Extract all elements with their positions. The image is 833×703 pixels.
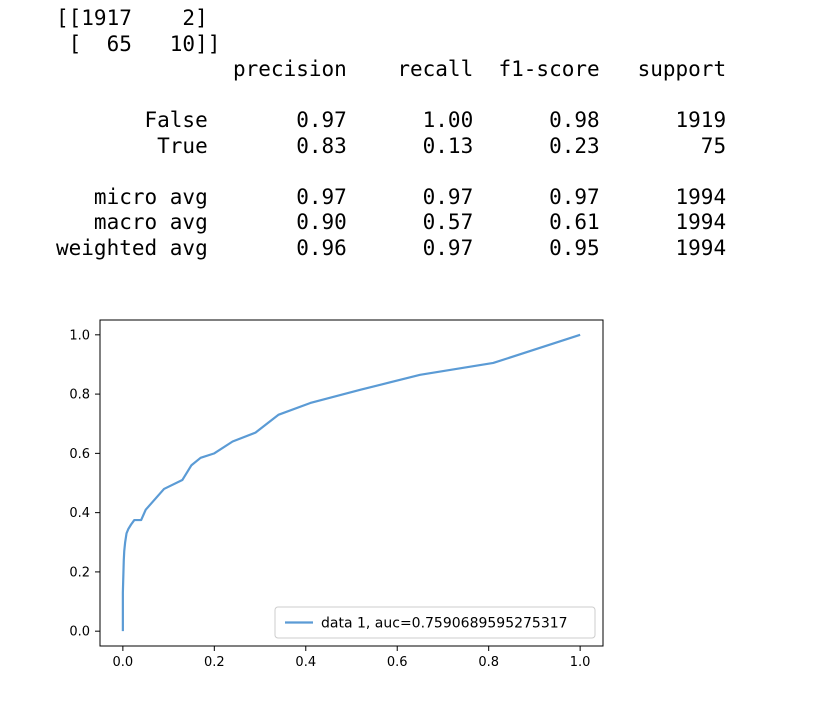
y-tick-label: 0.8: [69, 388, 90, 403]
plot-frame: [99, 319, 604, 647]
report-row-false: False 0.97 1.00 0.98 1919: [56, 108, 727, 132]
confusion-matrix-row: [[1917 2]: [56, 6, 208, 30]
x-tick-label: 0.8: [478, 655, 499, 670]
report-row-weighted-avg: weighted avg 0.96 0.97 0.95 1994: [56, 235, 727, 260]
legend-label: data 1, auc=0.7590689595275317: [321, 616, 568, 632]
cell-output-text: [[1917 2] [ 65 10]] precision recall f1-…: [56, 6, 726, 261]
x-tick-label: 0.6: [387, 655, 408, 670]
y-tick-label: 1.0: [69, 328, 90, 343]
y-tick-label: 0.4: [69, 506, 90, 521]
x-tick-label: 0.4: [295, 655, 316, 670]
roc-curve-line: [121, 333, 581, 632]
x-tick-label: 1.0: [570, 655, 591, 670]
legend-box: [274, 606, 596, 639]
x-tick-label: 0.2: [204, 655, 225, 670]
y-tick-label: 0.2: [69, 565, 90, 580]
y-tick-label: 0.6: [69, 447, 90, 462]
confusion-matrix-row: [ 65 10]]: [56, 31, 221, 56]
report-row-macro-avg: macro avg 0.90 0.57 0.61 1994: [56, 210, 727, 234]
report-row-true: True 0.83 0.13 0.23 75: [56, 133, 727, 158]
y-tick-label: 0.0: [69, 625, 90, 640]
report-row-micro-avg: micro avg 0.97 0.97 0.97 1994: [56, 184, 727, 209]
report-header: precision recall f1-score support: [56, 57, 727, 81]
x-tick-label: 0.0: [113, 655, 134, 670]
